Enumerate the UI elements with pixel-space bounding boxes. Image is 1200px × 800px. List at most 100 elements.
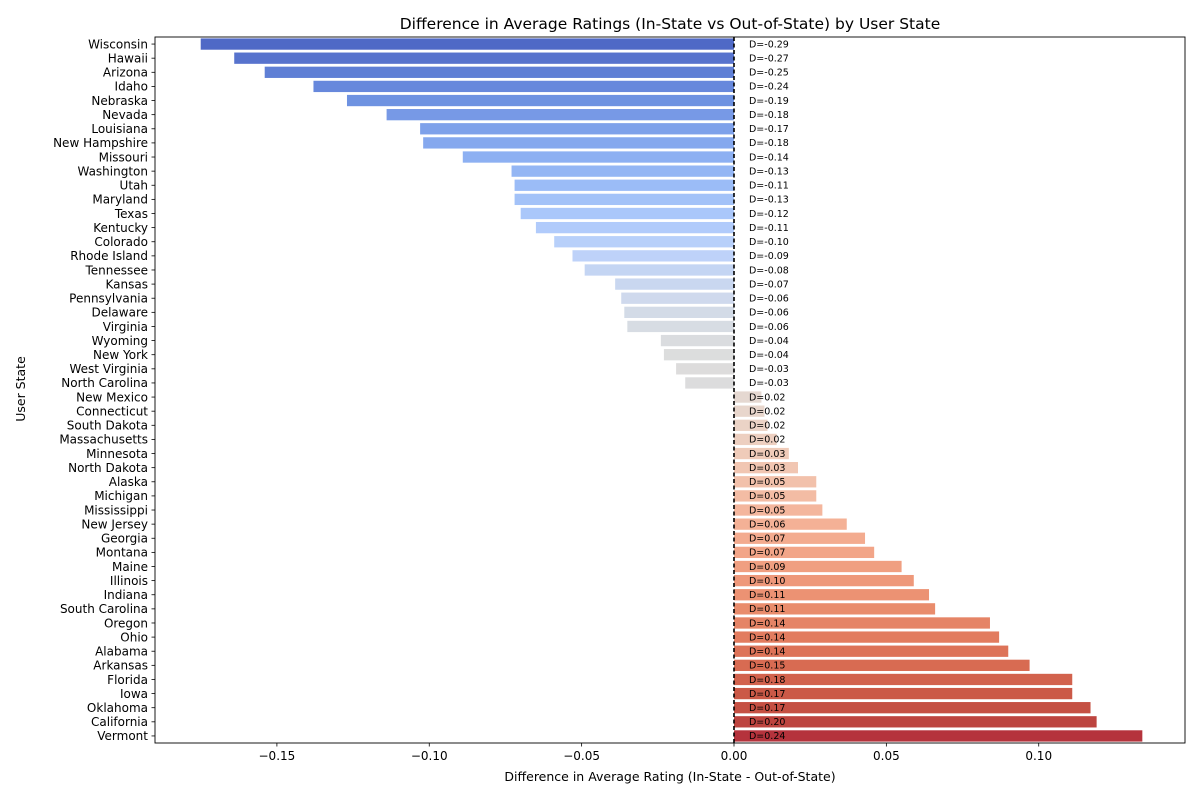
y-tick-label: Louisiana [91,122,148,136]
bar-annotation: D=-0.18 [749,110,789,121]
bar [733,532,866,544]
bar-annotation: D=0.14 [749,632,785,643]
bar-annotation: D=-0.11 [749,181,789,192]
bar [535,221,734,234]
y-tick-label: South Carolina [60,602,148,616]
bar-annotation: D=0.06 [749,519,785,530]
bar-annotation: D=-0.06 [749,294,789,305]
bar [733,702,1091,714]
y-tick-label: Arkansas [93,659,148,673]
bar-annotation: D=0.02 [749,406,785,417]
bar [420,123,734,135]
bar [733,405,765,417]
y-tick-label: Oregon [104,616,148,630]
x-tick-label: 0.00 [721,749,748,763]
y-tick-label: South Dakota [67,419,148,433]
bar [624,306,734,318]
bar [733,476,817,488]
bar [733,546,875,559]
bar-annotation: D=0.14 [749,618,785,629]
y-tick-label: Washington [77,164,148,178]
bar [733,617,990,629]
bar-annotation: D=-0.18 [749,138,789,149]
y-tick-label: Montana [96,546,148,560]
y-tick-label: Iowa [120,687,148,701]
y-tick-label: New Jersey [81,517,148,531]
y-tick-label: Oklahoma [87,701,148,715]
bar-annotation: D=-0.09 [749,251,789,262]
bar-annotation: D=0.02 [749,435,785,446]
bar [733,687,1073,700]
bar [733,574,914,587]
bar-annotation: D=-0.03 [749,378,789,389]
bar [200,38,734,50]
bar [313,80,734,93]
y-tick-label: Florida [107,673,148,687]
y-tick-label: New York [93,348,148,362]
bar-annotation: D=-0.25 [749,68,789,79]
bar-annotation: D=0.17 [749,703,785,714]
y-tick-label: Illinois [110,574,148,588]
y-tick-label: Minnesota [86,447,148,461]
bar-annotation: D=0.14 [749,647,785,658]
bar [733,659,1030,671]
bar [733,730,1143,742]
bar [733,603,936,615]
y-axis-title: User State [13,356,28,422]
bar-annotation: D=0.05 [749,477,785,488]
bar-annotation: D=-0.08 [749,265,789,276]
y-tick-label: Alaska [109,475,148,489]
x-tick-label: −0.05 [563,749,600,763]
y-tick-label: Georgia [101,532,148,546]
bars-layer [200,38,1143,742]
bar-annotation: D=-0.27 [749,53,789,64]
y-tick-label: Massachusetts [59,433,148,447]
bar [554,236,734,248]
bar [462,151,734,163]
y-tick-label: Maryland [92,193,148,207]
bar [514,179,734,191]
y-tick-label: New Hampshire [53,136,148,150]
bar-annotation: D=-0.06 [749,308,789,319]
bar [386,109,734,121]
bar-annotation: D=0.09 [749,562,785,573]
x-tick-label: −0.10 [411,749,448,763]
y-tick-label: Colorado [94,235,148,249]
bar-annotation: D=0.18 [749,675,785,686]
bar [733,560,902,573]
bar [733,419,768,431]
x-tick-label: 0.05 [873,749,900,763]
bar-annotation: D=0.03 [749,449,785,460]
x-axis: −0.15 −0.10 −0.05 0.00 0.05 0.10 [259,743,1052,763]
bar-annotation: D=0.24 [749,731,785,742]
bar [733,391,762,403]
y-tick-label: Alabama [95,645,148,659]
y-tick-label: California [91,715,148,729]
bar-annotation: D=0.10 [749,576,785,587]
y-tick-label: Rhode Island [70,249,148,263]
y-tick-label: Indiana [104,588,148,602]
bar [423,137,734,149]
y-tick-label: Nevada [102,108,148,122]
bar [733,490,817,502]
x-axis-title: Difference in Average Rating (In-State -… [504,769,835,784]
x-tick-label: 0.10 [1025,749,1052,763]
bar [660,334,734,347]
bar-annotation: D=-0.17 [749,124,789,135]
y-tick-label: Kentucky [93,221,148,235]
bar [663,349,734,361]
bar [520,207,734,220]
y-tick-label: Wisconsin [88,37,148,51]
bar [685,377,734,389]
y-tick-label: Pennsylvania [69,292,148,306]
y-tick-label: Arizona [103,66,148,80]
bar [733,645,1009,657]
bar [346,94,734,107]
bar-annotation: D=-0.03 [749,364,789,375]
bar-annotation: D=0.15 [749,661,785,672]
y-tick-label: Kansas [106,277,148,291]
bar [733,447,789,460]
bar-annotation: D=-0.11 [749,223,789,234]
bar-annotation: D=0.07 [749,534,785,545]
